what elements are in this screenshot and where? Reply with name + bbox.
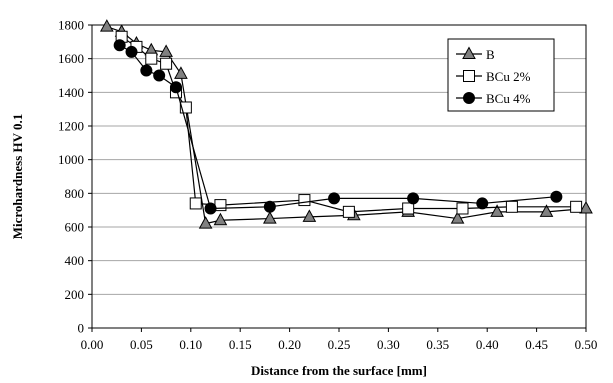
data-point-square <box>179 101 192 114</box>
data-point-circle <box>169 81 182 94</box>
y-tick-label: 1200 <box>58 119 84 134</box>
y-tick-label: 1400 <box>58 85 84 100</box>
data-point-triangle <box>213 212 228 226</box>
y-tick-label: 600 <box>65 220 85 235</box>
x-tick-label: 0.30 <box>377 337 400 352</box>
x-tick-label: 0.15 <box>229 337 252 352</box>
data-point-triangle <box>450 211 465 224</box>
data-point-square <box>298 194 311 207</box>
data-point-square <box>505 200 518 213</box>
data-point-triangle <box>302 209 317 222</box>
legend-label: B <box>486 47 495 62</box>
data-point-triangle <box>539 204 554 217</box>
data-point-triangle <box>490 204 504 217</box>
data-point-triangle <box>159 44 173 57</box>
x-tick-label: 0.10 <box>179 337 202 352</box>
x-tick-label: 0.35 <box>426 337 449 352</box>
data-point-triangle <box>579 200 593 214</box>
data-point-square <box>402 202 415 215</box>
y-tick-label: 800 <box>65 186 85 201</box>
x-tick-label: 0.25 <box>328 337 351 352</box>
series-line <box>106 26 587 225</box>
y-axis-title: Microhardness HV 0.1 <box>10 114 25 240</box>
legend-item: BCu 4% <box>456 91 531 106</box>
data-point-square <box>189 197 202 210</box>
legend-marker-triangle <box>462 46 476 59</box>
x-axis-ticks: 0.00 0.05 0.10 0.15 0.20 0.25 0.30 0.35 0.40 0.45… <box>81 328 598 352</box>
y-axis-ticks: 0 200 400 600 800 1000 1200 1400 1600 1800 <box>58 18 92 336</box>
data-point-circle <box>263 200 276 213</box>
data-point-circle <box>476 197 489 210</box>
x-axis-title: Distance from the surface [mm] <box>251 363 427 378</box>
x-tick-label: 0.20 <box>278 337 301 352</box>
legend: B BCu 2% BCu 4% <box>447 38 555 112</box>
data-point-square <box>342 205 355 218</box>
y-tick-label: 1600 <box>58 51 84 66</box>
y-tick-label: 0 <box>78 321 85 336</box>
data-point-circle <box>153 69 166 82</box>
x-tick-label: 0.00 <box>81 337 104 352</box>
data-point-triangle <box>99 19 114 32</box>
x-tick-label: 0.45 <box>525 337 548 352</box>
data-point-triangle <box>198 216 213 229</box>
data-point-triangle <box>262 211 277 224</box>
legend-marker-square <box>463 70 475 82</box>
x-tick-label: 0.50 <box>575 337 598 352</box>
y-tick-label: 400 <box>65 253 85 268</box>
x-tick-label: 0.05 <box>130 337 153 352</box>
data-point-circle <box>125 45 138 58</box>
legend-item: B <box>456 46 495 62</box>
data-point-square <box>214 199 227 212</box>
data-point-circle <box>407 192 420 205</box>
series-layer <box>99 19 593 229</box>
legend-label: BCu 4% <box>486 91 531 106</box>
data-point-circle <box>204 202 217 215</box>
data-point-circle <box>550 190 563 203</box>
y-tick-label: 200 <box>65 287 85 302</box>
data-point-circle <box>328 192 341 205</box>
x-tick-label: 0.40 <box>476 337 499 352</box>
legend-label: BCu 2% <box>486 69 531 84</box>
legend-item: BCu 2% <box>456 69 531 84</box>
data-point-square <box>456 202 469 215</box>
data-point-circle <box>140 64 153 77</box>
series-circle <box>113 39 563 215</box>
y-tick-label: 1800 <box>58 18 84 33</box>
data-point-square <box>145 52 158 65</box>
data-point-circle <box>113 39 126 52</box>
y-tick-label: 1000 <box>58 152 84 167</box>
data-point-square <box>570 200 583 213</box>
legend-marker-circle <box>463 92 475 104</box>
data-point-square <box>160 57 173 70</box>
data-point-triangle <box>174 66 188 79</box>
